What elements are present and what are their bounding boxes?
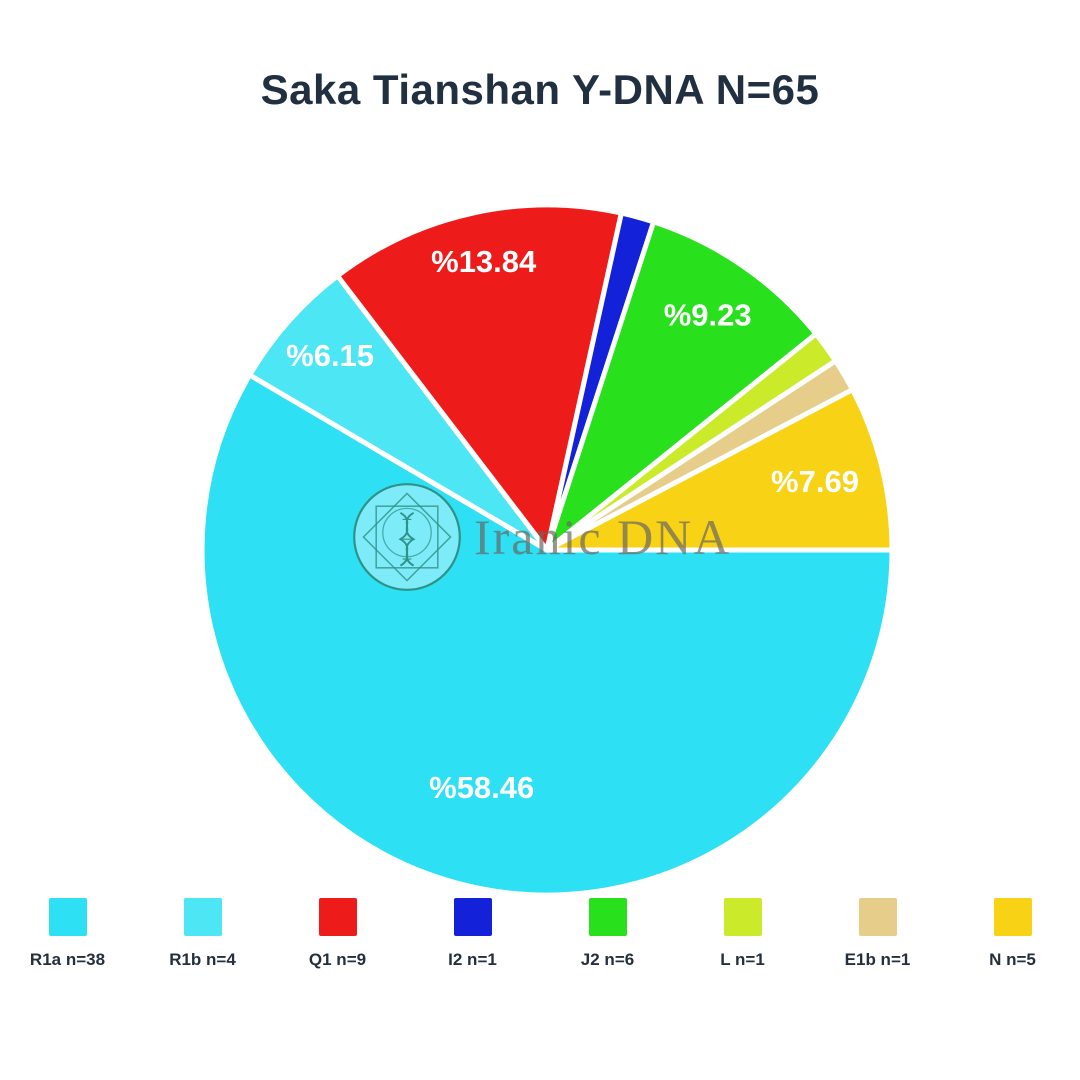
legend-label: R1a n=38 xyxy=(29,950,106,969)
legend-label: L n=1 xyxy=(720,950,765,969)
chart-title: Saka Tianshan Y-DNA N=65 xyxy=(260,66,820,113)
legend-swatch xyxy=(993,898,1032,936)
legend-item: R1b n=4 xyxy=(135,898,270,970)
legend-swatch xyxy=(453,898,492,936)
legend-swatch xyxy=(858,898,897,936)
legend-item: Q1 n=9 xyxy=(270,898,405,970)
legend-swatch xyxy=(588,898,627,936)
legend-label: I2 n=1 xyxy=(448,950,497,969)
legend-swatch xyxy=(318,898,357,936)
pie-slice-n xyxy=(544,387,895,553)
legend: R1a n=38 R1b n=4 Q1 n=9 I2 n=1 J2 n=6 L n=1 E1… xyxy=(0,898,1080,970)
legend-label: Q1 n=9 xyxy=(308,950,367,969)
legend-item: R1a n=38 xyxy=(0,898,135,970)
legend-swatch xyxy=(723,898,762,936)
legend-item: E1b n=1 xyxy=(810,898,945,970)
legend-item: L n=1 xyxy=(675,898,810,970)
legend-item: N n=5 xyxy=(945,898,1080,970)
pie-percent-label-r1b: %6.15 xyxy=(286,338,374,373)
pie-percent-label-r1a: %58.46 xyxy=(429,770,534,805)
legend-item: J2 n=6 xyxy=(540,898,675,970)
pie-percent-label-j2: %9.23 xyxy=(664,297,752,332)
pie-slice-r1b xyxy=(247,273,550,553)
legend-label: N n=5 xyxy=(989,950,1036,969)
legend-label: E1b n=1 xyxy=(844,950,911,969)
legend-label: J2 n=6 xyxy=(580,950,635,969)
legend-swatch xyxy=(48,898,87,936)
pie-percent-label-q1: %13.84 xyxy=(431,244,537,279)
legend-swatch xyxy=(183,898,222,936)
pie-slice-j2 xyxy=(544,219,819,553)
pie-percent-label-n: %7.69 xyxy=(771,464,859,499)
legend-item: I2 n=1 xyxy=(405,898,540,970)
pie-slice-q1 xyxy=(335,202,624,553)
legend-label: R1b n=4 xyxy=(169,950,236,969)
